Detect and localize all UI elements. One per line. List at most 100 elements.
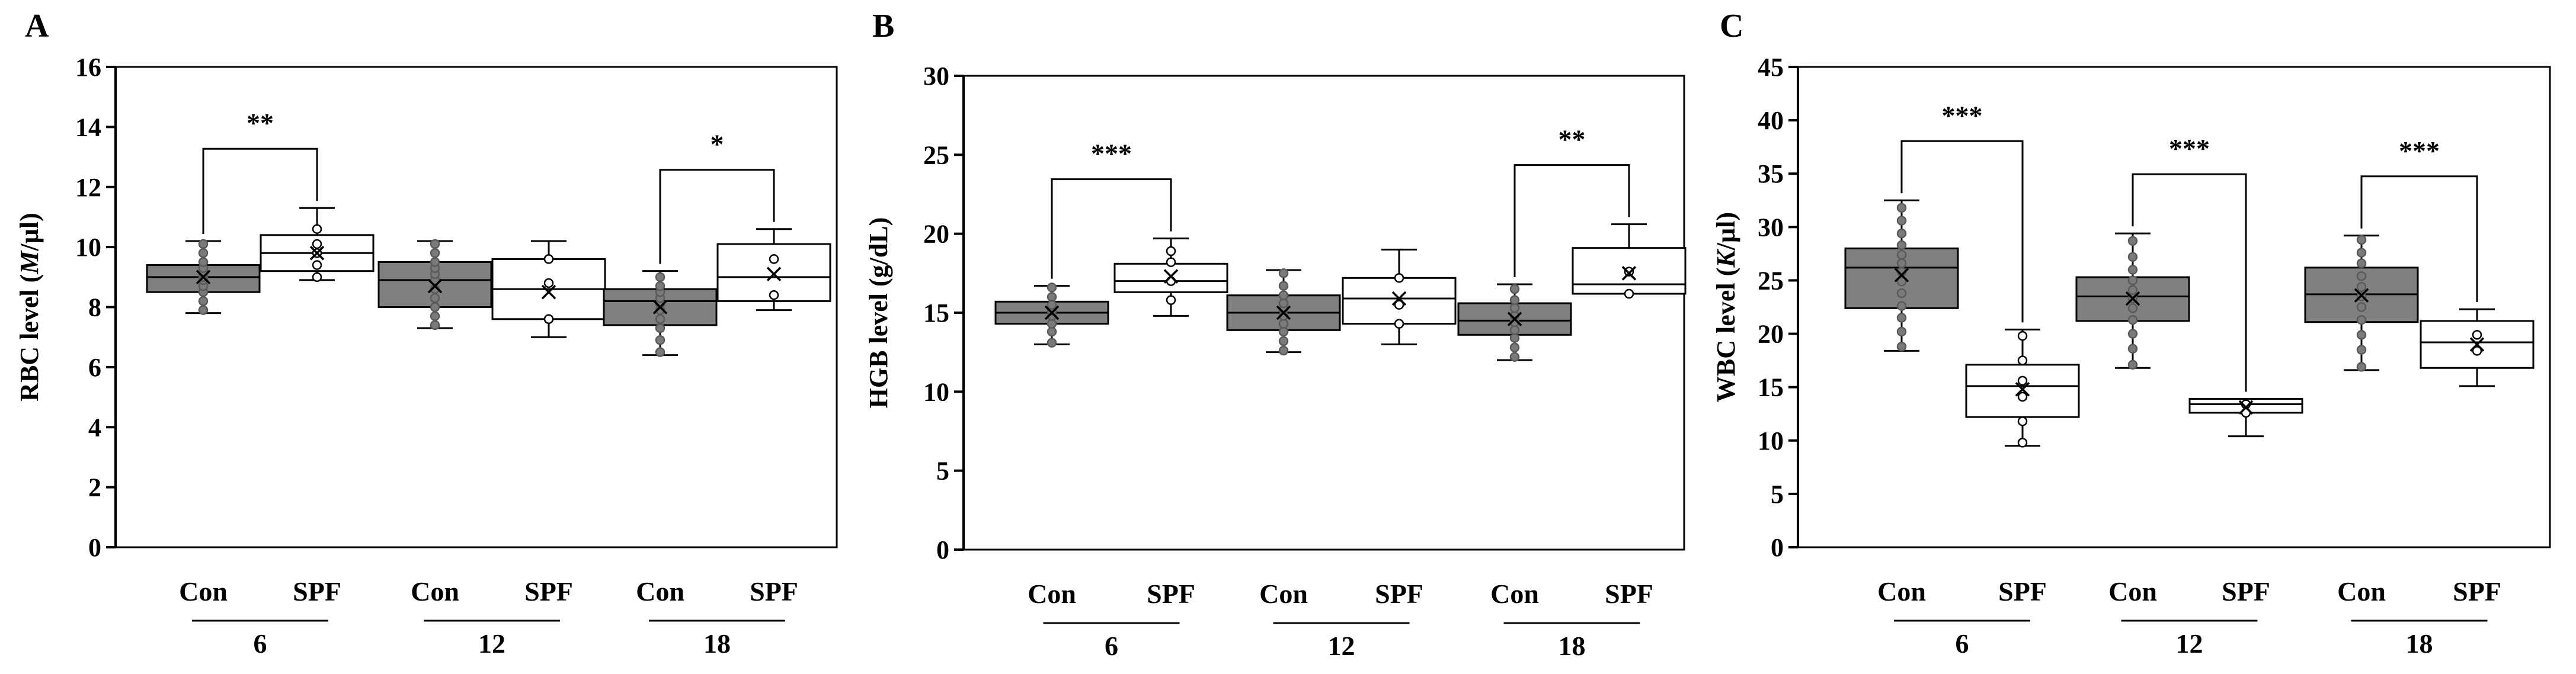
data-point xyxy=(1509,352,1520,362)
box-spf-18 xyxy=(2420,308,2535,387)
data-point xyxy=(2356,362,2367,372)
category-label: SPF xyxy=(1375,579,1423,609)
data-point xyxy=(1394,273,1404,283)
y-tick-label: 4 xyxy=(88,413,101,442)
box-spf-12 xyxy=(1342,248,1457,345)
data-point xyxy=(1896,326,1907,337)
data-point xyxy=(312,224,322,234)
data-point xyxy=(1047,326,1057,337)
y-axis-label: RBC level (M/µl) xyxy=(15,213,44,402)
data-point xyxy=(312,239,322,249)
data-point xyxy=(2127,275,2138,285)
box-con-6 xyxy=(1844,199,1959,352)
mean-marker xyxy=(2354,288,2369,303)
data-point xyxy=(2356,235,2367,245)
y-tick-label: 14 xyxy=(75,113,101,142)
y-tick-label: 2 xyxy=(88,473,101,502)
y-axis-label-part: WBC level ( xyxy=(1711,268,1740,402)
mean-marker xyxy=(1621,266,1637,281)
category-label: Con xyxy=(411,576,459,606)
mean-marker xyxy=(541,284,556,300)
mean-marker xyxy=(427,278,443,294)
data-point xyxy=(198,248,209,258)
data-point xyxy=(1624,267,1634,277)
data-point xyxy=(430,293,440,303)
category-label: SPF xyxy=(1605,579,1653,609)
data-point xyxy=(769,290,779,300)
data-point xyxy=(1509,325,1520,335)
data-point xyxy=(1047,338,1057,348)
data-point xyxy=(2127,303,2138,313)
y-tick-label: 5 xyxy=(1771,480,1784,509)
box-con-12 xyxy=(377,239,492,330)
y-axis-label-part: HGB level (g/dL) xyxy=(864,217,893,409)
data-point xyxy=(1278,290,1289,300)
data-point xyxy=(430,248,440,258)
box-spf-6 xyxy=(1113,237,1228,317)
category-label: Con xyxy=(1028,579,1076,609)
panel-C: C 0 5 10 15 20 25 30 35 40 45 WBC level (K/µl) Con SP… xyxy=(1711,8,2551,659)
group-label: 6 xyxy=(254,628,267,659)
data-point xyxy=(1509,284,1520,294)
group-label: 12 xyxy=(478,628,505,659)
data-point xyxy=(430,302,440,312)
data-point xyxy=(1278,281,1289,291)
category-label: Con xyxy=(179,576,228,606)
mean-marker xyxy=(2238,400,2254,415)
data-point xyxy=(312,260,322,270)
data-point xyxy=(1896,240,1907,251)
y-tick-label: 0 xyxy=(88,533,101,562)
box-spf-12 xyxy=(2188,397,2303,438)
y-tick-label: 25 xyxy=(923,140,949,169)
mean-marker xyxy=(2469,337,2485,352)
data-point xyxy=(543,278,554,288)
y-axis-label-part: RBC level ( xyxy=(15,274,44,402)
data-point xyxy=(1047,283,1057,293)
box-spf-18 xyxy=(716,228,831,312)
y-tick-label: 20 xyxy=(923,220,949,249)
mean-marker xyxy=(652,300,668,314)
data-point xyxy=(1394,319,1404,329)
group-label: 18 xyxy=(703,628,731,659)
category-label: SPF xyxy=(524,576,573,606)
data-point xyxy=(1047,300,1057,310)
data-point xyxy=(2127,360,2138,370)
data-point xyxy=(1278,336,1289,346)
y-tick-label: 30 xyxy=(923,62,949,91)
category-label: Con xyxy=(636,576,684,606)
data-point xyxy=(1278,319,1289,329)
data-point xyxy=(198,257,209,267)
data-point xyxy=(1624,288,1634,299)
data-point xyxy=(430,239,440,249)
panel-A: A 0 2 4 6 8 10 12 14 16 RBC level (M/µl) Con SPF 6 ** C… xyxy=(15,8,838,659)
box-spf-6 xyxy=(1965,328,2080,448)
category-label: Con xyxy=(2337,576,2386,606)
category-label: Con xyxy=(1877,576,1926,606)
data-point xyxy=(430,311,440,321)
significance-bracket xyxy=(2360,175,2478,303)
data-point xyxy=(2356,345,2367,355)
y-axis-label-part: /µl) xyxy=(1711,212,1740,251)
y-tick-label: 10 xyxy=(1758,426,1784,455)
data-point xyxy=(312,272,322,283)
data-point xyxy=(543,254,554,264)
data-point xyxy=(655,335,665,345)
data-point xyxy=(1896,249,1907,260)
box-con-18 xyxy=(1457,283,1572,362)
data-point xyxy=(198,239,209,249)
group-label: 6 xyxy=(1956,628,1969,659)
data-point xyxy=(1278,345,1289,356)
box-con-6 xyxy=(146,239,261,315)
box-spf-12 xyxy=(491,240,606,338)
group-label: 12 xyxy=(1328,631,1355,661)
y-tick-label: 6 xyxy=(88,353,101,382)
y-axis-label-part: /µl) xyxy=(15,213,44,251)
y-tick-label: 0 xyxy=(936,535,949,564)
mean-marker xyxy=(1163,269,1179,284)
y-tick-label: 45 xyxy=(1758,53,1784,82)
y-tick-label: 10 xyxy=(75,233,101,262)
data-point xyxy=(1166,257,1176,267)
y-tick-label: 15 xyxy=(1758,373,1784,402)
data-point xyxy=(1896,288,1907,299)
mean-marker xyxy=(309,246,325,261)
